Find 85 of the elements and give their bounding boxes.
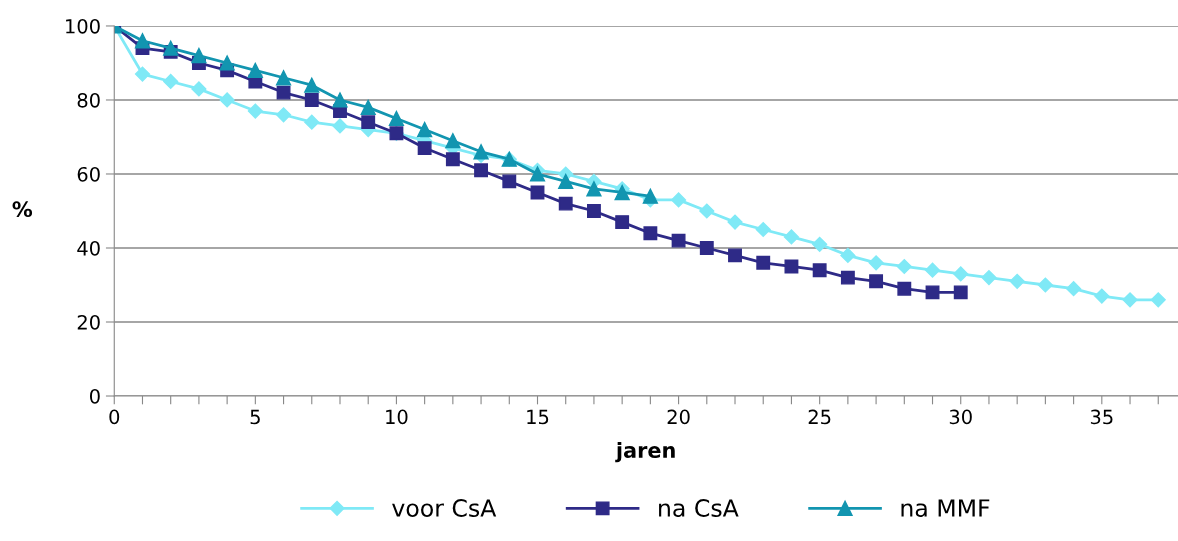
point [981, 270, 997, 286]
point [474, 163, 489, 178]
x-tick-label: 35 [1090, 409, 1113, 425]
x-tick-label: 20 [667, 409, 690, 425]
point [163, 73, 179, 90]
y-tick-label: 20 [77, 314, 100, 330]
y-tick-label: 80 [77, 92, 100, 108]
point [276, 85, 291, 100]
point [388, 110, 405, 127]
point [840, 247, 856, 263]
point [360, 99, 376, 116]
point [614, 184, 630, 201]
point [361, 115, 376, 130]
point [925, 285, 940, 300]
point [924, 262, 941, 278]
point [755, 221, 771, 238]
y-tick-label: 0 [89, 388, 100, 404]
point [275, 70, 292, 86]
y-axis-title: % [12, 201, 33, 218]
x-tick-label: 25 [808, 409, 831, 425]
point [1122, 292, 1138, 308]
point [219, 92, 235, 108]
point [784, 259, 799, 274]
point [812, 263, 827, 278]
x-tick-label: 0 [109, 409, 120, 425]
point [896, 258, 912, 275]
point [332, 118, 348, 134]
x-tick-label: 10 [386, 409, 408, 425]
point [304, 93, 319, 107]
legend-label: voor CsA [392, 499, 497, 517]
point [953, 266, 969, 282]
point [1066, 281, 1082, 297]
x-tick-label: 5 [250, 409, 260, 425]
point [304, 114, 320, 130]
point [1094, 288, 1110, 304]
point [869, 274, 884, 289]
point [473, 144, 489, 160]
y-tick-label: 60 [77, 166, 100, 182]
point [191, 81, 207, 97]
point [134, 66, 151, 82]
point [529, 166, 546, 182]
point [416, 121, 433, 138]
point [699, 203, 715, 219]
point [219, 55, 235, 71]
point [756, 255, 771, 270]
point [1150, 292, 1166, 308]
legend-label: na MMF [901, 499, 990, 517]
point [586, 204, 601, 218]
point [953, 285, 968, 300]
x-tick-label: 30 [949, 409, 972, 425]
point [699, 241, 714, 255]
point [671, 192, 687, 208]
legend-label: na CsA [659, 499, 739, 517]
point [1037, 277, 1053, 293]
y-tick-label: 100 [66, 18, 100, 34]
point [558, 196, 573, 211]
point [134, 33, 151, 49]
point [502, 174, 517, 189]
point [275, 107, 292, 123]
point [868, 255, 884, 271]
x-tick-label: 15 [527, 409, 549, 425]
point [1009, 273, 1025, 289]
point [558, 173, 574, 190]
point [417, 141, 432, 156]
point [191, 47, 207, 64]
point [727, 214, 743, 230]
point [304, 77, 320, 93]
point [445, 133, 461, 149]
point [897, 281, 912, 296]
point [840, 270, 855, 285]
point [586, 181, 602, 197]
point [332, 92, 348, 108]
point [163, 40, 179, 56]
point [247, 103, 263, 119]
x-axis-title: jaren [615, 441, 675, 463]
point [643, 226, 658, 241]
point [247, 62, 263, 79]
point [642, 188, 659, 204]
point [445, 152, 460, 167]
point [728, 248, 742, 263]
point [671, 233, 686, 248]
point [783, 229, 800, 245]
point [615, 215, 630, 230]
point [812, 236, 828, 252]
y-tick-label: 40 [77, 240, 100, 256]
